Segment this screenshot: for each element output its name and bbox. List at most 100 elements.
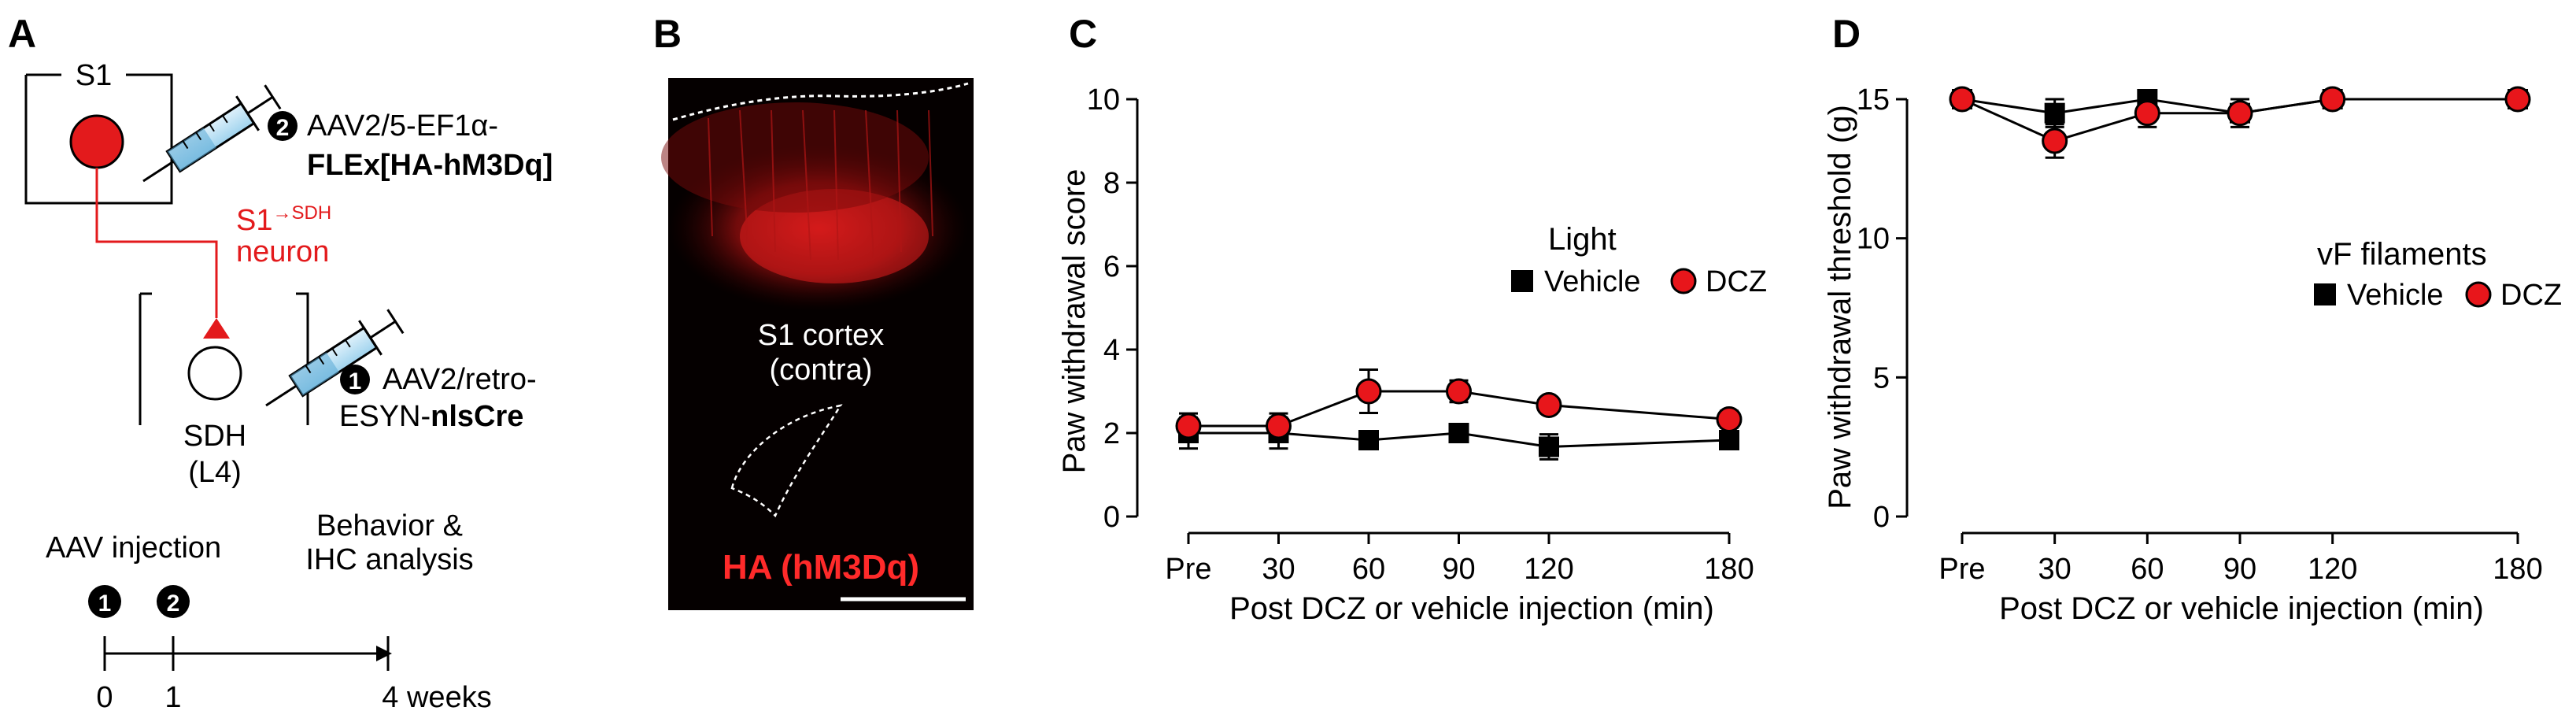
step-1-badge [340,365,370,394]
step-2-line1: AAV2/5-EF1α- [307,109,498,143]
sdh-layer: (L4) [188,456,242,489]
timeline-marker-2 [157,585,190,618]
step-1-line1: AAV2/retro- [383,363,537,396]
chart-c-y-tick-label: 2 [1103,417,1120,450]
chart-c-y-tick-label: 6 [1103,250,1120,283]
chart-d-legend-label-dcz: DCZ [2500,279,2562,312]
timeline-aav-label: AAV injection [46,531,221,565]
timeline-label-0: 0 [96,681,113,714]
s1-sdh-axon [95,168,218,318]
step-2-badge [268,111,298,141]
step-2-line2: FLEx[HA-hM3Dq] [307,149,553,182]
chart-d-y-tick-label: 5 [1873,361,1890,394]
sdh-label: SDH [183,420,246,453]
chart-c-x-tick-label: 90 [1442,553,1475,586]
chart-c-legend-title: Light [1548,222,1617,257]
s1-neuron-soma [69,114,124,169]
chart-d-x-tick-label: 30 [2038,553,2072,586]
chart-d-legend-marker-dcz [2465,281,2492,308]
chart-c-point-vehicle [1448,423,1469,443]
chart-c-point-dcz [1536,391,1562,418]
timeline-label-end: 4 weeks [382,681,491,714]
panel-a: A S1 S1→SDH neuron 2 AAV2/5-EF1α- FLEx[H… [8,12,553,714]
chart-c-x-tick-label: 30 [1262,553,1295,586]
timeline-marker-1 [88,585,121,618]
chart-c-point-dcz [1355,378,1382,405]
neuron-label-prefix: S1→SDH [236,202,331,237]
chart-c-legend-label-vehicle: Vehicle [1544,265,1641,298]
timeline-behavior-line1: Behavior & [316,509,463,542]
chart-d-x-tick-label: 120 [2308,553,2357,586]
chart-c-ylabel: Paw withdrawal score [1057,169,1092,474]
panel-c-letter: C [1069,12,1097,56]
chart-d-x-tick-label: 60 [2131,553,2164,586]
stain-label: HA (hM3Dq) [723,548,919,587]
chart-d-series-dcz-line [1961,98,2518,143]
axon-terminal [203,318,230,339]
chart-c-plot: 0 2 4 6 8 10 Pre 30 60 90 120 180 [1087,83,1754,586]
timeline-label-1: 1 [164,681,181,714]
chart-d-point-dcz [2319,86,2346,113]
timeline-arrowhead [376,646,392,661]
chart-d-x-tick-label: 180 [2493,553,2542,586]
chart-d-point-dcz [2042,128,2068,154]
sdh-neuron-soma [187,346,242,401]
chart-d-x-tick-label: Pre [1938,553,1985,586]
chart-d-y-tick-label: 15 [1857,83,1890,117]
chart-d-xlabel: Post DCZ or vehicle injection (min) [1999,591,2484,626]
syringe-icon-sdh [265,309,405,407]
chart-c-point-dcz [1266,413,1292,439]
chart-c-x-tick-label: Pre [1165,553,1211,586]
timeline-behavior-line2: IHC analysis [305,543,473,576]
neuron-label: neuron [236,235,329,268]
chart-c-point-vehicle [1539,436,1559,457]
timeline-marker-1-text: 1 [98,591,112,616]
s1-box [24,73,173,205]
panel-c: C Paw withdrawal score Post DCZ or vehic… [1057,12,1767,626]
step-2-number: 2 [276,115,290,141]
chart-c-x-tick-label: 60 [1352,553,1385,586]
timeline-marker-2-text: 2 [167,591,180,616]
micrograph-stain [661,102,968,311]
chart-d-legend-label-vehicle: Vehicle [2347,279,2444,312]
panel-b-letter: B [653,12,682,56]
chart-c-y-tick-label: 10 [1087,83,1120,117]
chart-c-y-tick-label: 4 [1103,334,1120,367]
chart-d-point-dcz [1949,86,1975,113]
step-1-line2: ESYN-nlsCre [339,400,523,433]
chart-d-plot: 0 5 10 15 Pre 30 60 90 120 180 [1857,83,2543,586]
syringe-icon-s1 [142,84,282,183]
chart-d-legend-title: vF filaments [2317,237,2487,272]
chart-d-legend: Vehicle DCZ [2314,279,2562,312]
chart-c-y-tick-label: 8 [1103,167,1120,200]
chart-d-point-dcz [2227,100,2253,127]
s1-label: S1 [76,59,112,92]
chart-c-point-vehicle [1719,430,1739,451]
chart-d-x-tick-label: 90 [2223,553,2256,586]
chart-d-y-tick-label: 0 [1873,501,1890,534]
chart-d-point-dcz [2134,100,2160,127]
panel-d: D Paw withdrawal threshold (g) Post DCZ … [1823,12,2562,626]
chart-d-point-vehicle [2044,102,2065,124]
chart-d-y-tick-label: 10 [1857,223,1890,256]
chart-d-legend-marker-vehicle [2314,283,2336,305]
pia-outline [672,82,969,121]
region-label-line1: S1 cortex [758,319,885,352]
chart-c-legend-label-dcz: DCZ [1706,265,1767,298]
panel-b: B S1 cortex (contra) HA (hM3Dq) [653,12,974,610]
chart-c-legend: Vehicle DCZ [1511,265,1767,298]
chart-c-xlabel: Post DCZ or vehicle injection (min) [1229,591,1714,626]
panel-d-letter: D [1832,12,1861,56]
chart-c-legend-marker-dcz [1670,268,1697,294]
region-label-line2: (contra) [770,354,873,387]
chart-c-point-dcz [1175,413,1202,439]
chart-c-point-dcz [1446,378,1472,405]
chart-d-ylabel: Paw withdrawal threshold (g) [1823,105,1857,509]
chart-c-point-vehicle [1358,430,1379,451]
region-outline [730,404,843,518]
chart-c-legend-marker-vehicle [1511,270,1533,292]
chart-d-point-dcz [2504,86,2531,113]
chart-c-series-vehicle-line [1188,431,1730,449]
chart-c-series-dcz-line [1188,390,1730,428]
